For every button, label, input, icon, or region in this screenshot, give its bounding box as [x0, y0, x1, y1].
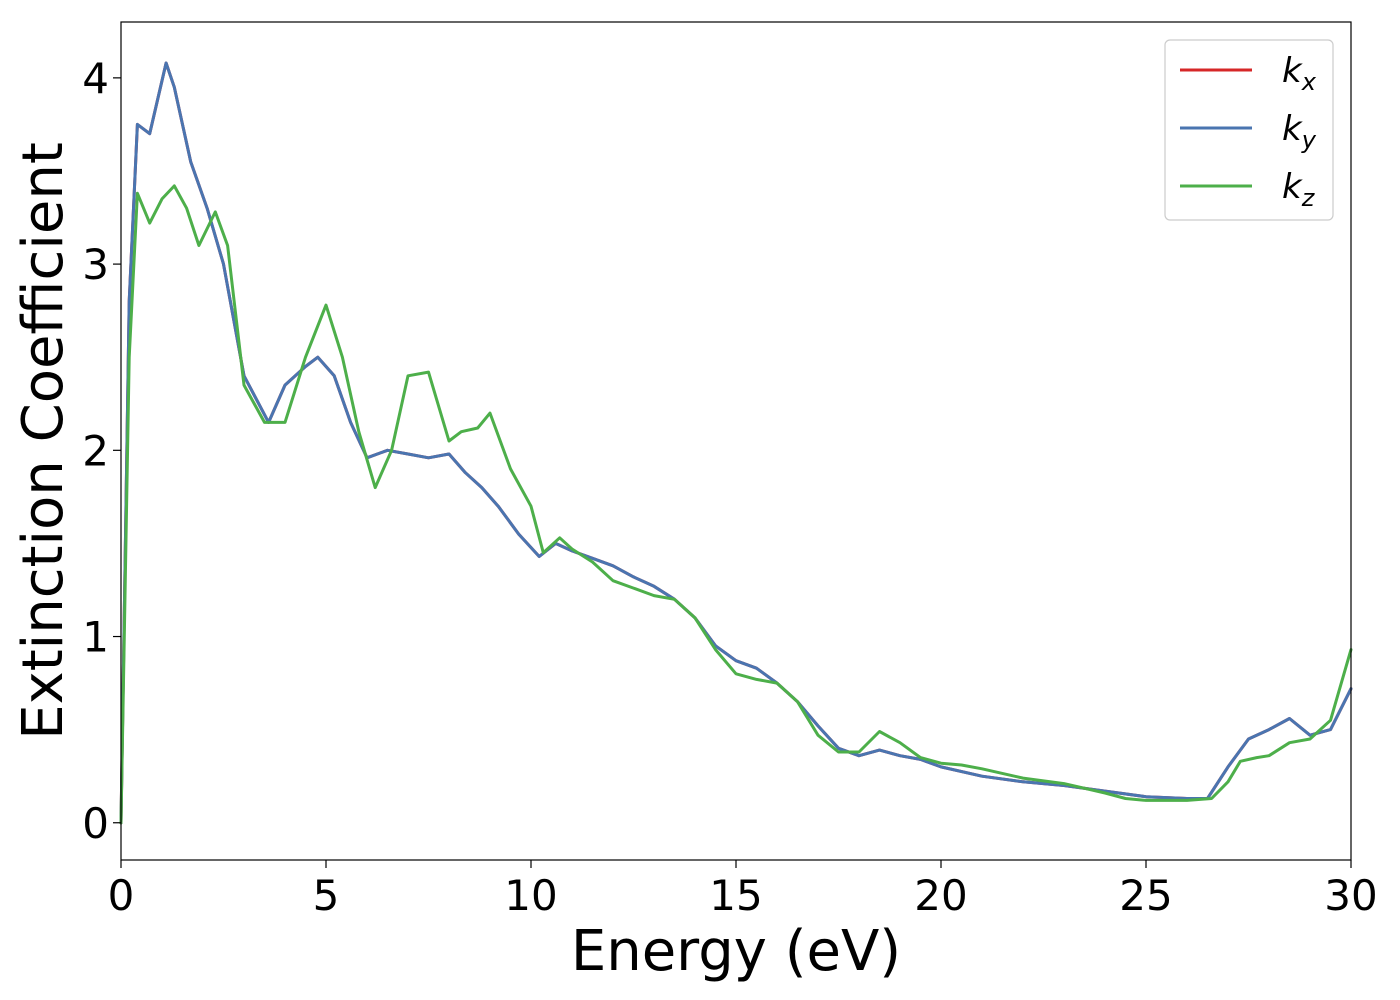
y-tick-label: 0 — [82, 799, 109, 848]
y-tick-label: 2 — [82, 426, 109, 475]
legend-label-main: k — [1282, 167, 1303, 207]
y-axis-label: Extinction Coefficient — [11, 142, 76, 740]
x-tick-label: 25 — [1119, 871, 1172, 920]
x-tick-label: 20 — [914, 871, 967, 920]
y-tick-label: 3 — [82, 240, 109, 289]
legend-label-main: k — [1282, 51, 1303, 91]
series-line-y — [119, 61, 1353, 825]
x-tick-label: 5 — [313, 871, 340, 920]
legend-label-subscript: y — [1301, 126, 1317, 154]
legend-box — [1164, 39, 1334, 221]
legend-label-subscript: x — [1301, 68, 1317, 96]
x-axis-ticks: 0 5 10 15 20 25 30 — [108, 860, 1378, 920]
x-axis-label: Energy (eV) — [571, 919, 901, 984]
legend-label-x: kx — [1282, 51, 1317, 96]
series-line-z — [119, 184, 1353, 825]
y-tick-label: 4 — [82, 54, 109, 103]
x-tick-label: 10 — [504, 871, 557, 920]
x-tick-label: 30 — [1324, 871, 1377, 920]
x-tick-label: 0 — [108, 871, 135, 920]
series-layer — [119, 61, 1353, 825]
y-axis-ticks: 0 1 2 3 4 — [82, 54, 121, 848]
legend-label-main: k — [1282, 109, 1303, 149]
legend-label-subscript: z — [1301, 184, 1316, 212]
legend-label-y: ky — [1282, 109, 1317, 154]
y-tick-label: 1 — [82, 613, 109, 662]
legend-label-z: kz — [1282, 167, 1316, 212]
x-tick-label: 15 — [709, 871, 762, 920]
